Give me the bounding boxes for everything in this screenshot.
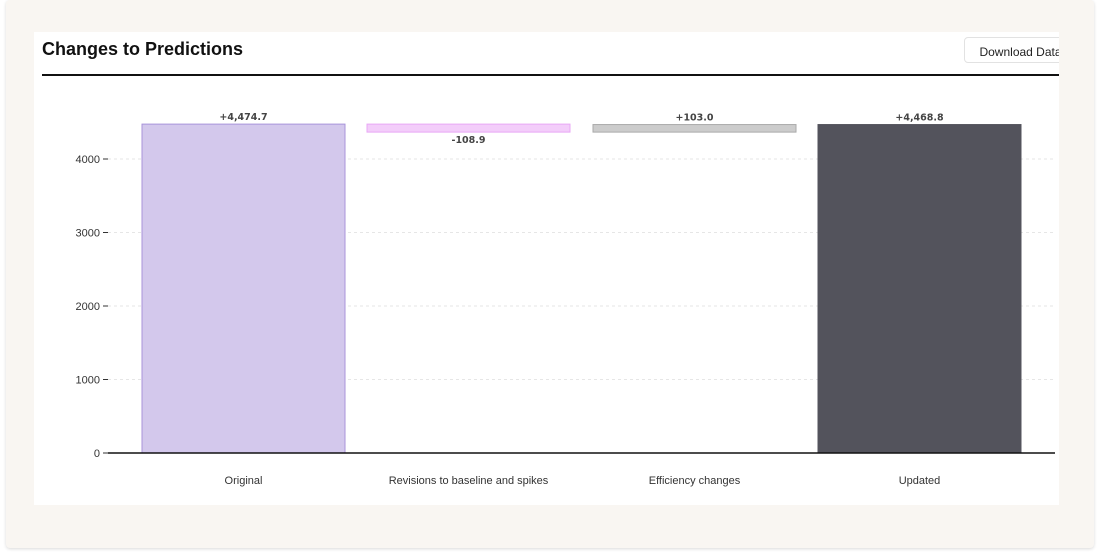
data-label: -108.9 xyxy=(452,135,486,146)
data-label: +103.0 xyxy=(675,113,713,124)
bar-1 xyxy=(366,123,571,133)
bar-0 xyxy=(141,123,346,454)
bar-3 xyxy=(817,124,1022,454)
y-tick-label: 3000 xyxy=(76,228,100,240)
y-tick-label: 4000 xyxy=(76,154,100,166)
page-title: Changes to Predictions xyxy=(42,39,244,59)
data-label: +4,474.7 xyxy=(219,112,267,123)
y-tick-label: 1000 xyxy=(76,375,100,387)
data-label: +4,468.8 xyxy=(895,113,944,124)
x-tick-label: Efficiency changes xyxy=(649,475,741,487)
download-data-button[interactable]: Download Data xyxy=(964,37,1059,63)
bar-2 xyxy=(592,124,797,133)
x-tick-label: Original xyxy=(225,475,263,487)
y-tick-label: 2000 xyxy=(76,301,100,313)
y-tick-label: 0 xyxy=(94,448,100,460)
x-tick-label: Updated xyxy=(899,475,941,487)
header-divider xyxy=(42,74,1059,76)
x-tick-label: Revisions to baseline and spikes xyxy=(389,475,549,487)
